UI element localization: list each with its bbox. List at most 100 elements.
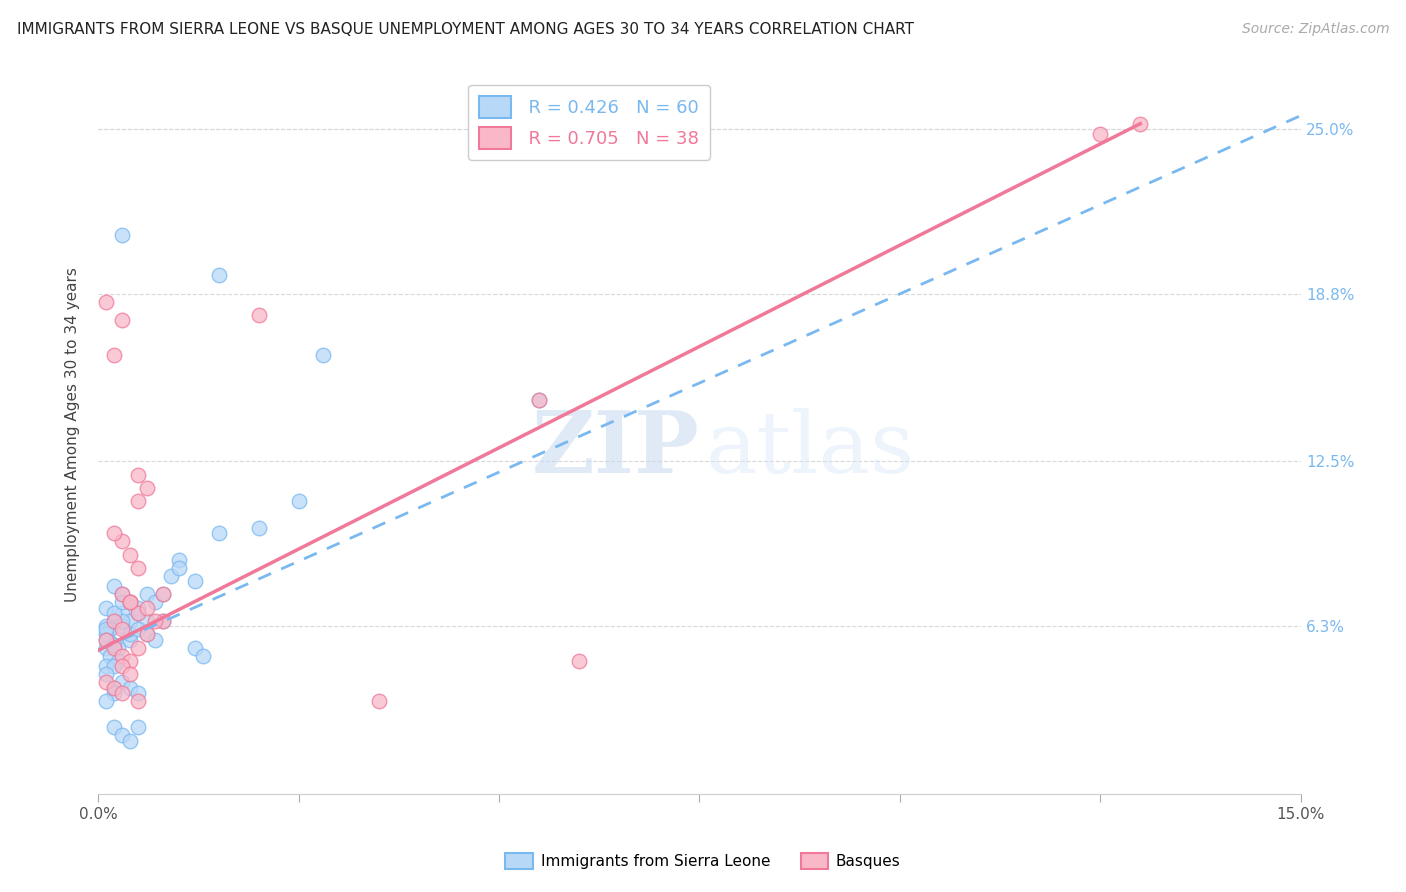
Point [135, 627, 157, 641]
Point [111, 728, 134, 742]
Point [100, 635, 122, 649]
Point [103, 640, 125, 655]
Point [120, 548, 142, 562]
Point [103, 614, 125, 628]
Point [529, 393, 551, 408]
Point [111, 622, 134, 636]
Point [120, 733, 142, 747]
Point [103, 681, 125, 695]
Point [152, 587, 174, 601]
Point [152, 614, 174, 628]
Point [96, 667, 118, 681]
Point [111, 614, 134, 628]
Point [128, 640, 150, 655]
Point [128, 694, 150, 708]
Point [103, 614, 125, 628]
Point [103, 720, 125, 734]
Point [568, 654, 591, 668]
Point [135, 481, 157, 495]
Point [208, 526, 231, 541]
Legend: Immigrants from Sierra Leone, Basques: Immigrants from Sierra Leone, Basques [499, 847, 907, 875]
Legend:   R = 0.426   N = 60,   R = 0.705   N = 38: R = 0.426 N = 60, R = 0.705 N = 38 [468, 85, 710, 160]
Point [96, 632, 118, 647]
Text: atlas: atlas [706, 408, 915, 491]
Point [96, 627, 118, 641]
Point [128, 467, 150, 482]
Point [208, 268, 231, 283]
Point [111, 606, 134, 620]
Point [111, 648, 134, 663]
Point [103, 659, 125, 673]
Point [111, 659, 134, 673]
Y-axis label: Unemployment Among Ages 30 to 34 years: Unemployment Among Ages 30 to 34 years [65, 268, 80, 602]
Point [159, 569, 181, 583]
Point [368, 694, 391, 708]
Point [111, 686, 134, 700]
Point [128, 561, 150, 575]
Point [128, 494, 150, 508]
Point [529, 393, 551, 408]
Text: Source: ZipAtlas.com: Source: ZipAtlas.com [1241, 22, 1389, 37]
Point [135, 614, 157, 628]
Point [120, 681, 142, 695]
Point [135, 600, 157, 615]
Point [135, 627, 157, 641]
Point [143, 614, 166, 628]
Point [111, 534, 134, 549]
Point [120, 632, 142, 647]
Point [111, 313, 134, 327]
Point [103, 686, 125, 700]
Point [191, 648, 214, 663]
Point [96, 600, 118, 615]
Point [96, 619, 118, 633]
Text: ZIP: ZIP [531, 408, 700, 491]
Point [312, 348, 335, 362]
Point [96, 694, 118, 708]
Point [120, 595, 142, 609]
Point [96, 675, 118, 690]
Point [111, 675, 134, 690]
Point [111, 595, 134, 609]
Point [128, 606, 150, 620]
Point [120, 627, 142, 641]
Point [143, 595, 166, 609]
Point [100, 648, 122, 663]
Point [103, 638, 125, 652]
Point [107, 654, 129, 668]
Point [167, 561, 190, 575]
Point [120, 654, 142, 668]
Point [96, 640, 118, 655]
Point [128, 720, 150, 734]
Point [1088, 128, 1111, 142]
Point [100, 622, 122, 636]
Point [183, 640, 205, 655]
Point [1129, 117, 1152, 131]
Point [120, 614, 142, 628]
Point [143, 632, 166, 647]
Point [152, 614, 174, 628]
Point [120, 595, 142, 609]
Point [167, 553, 190, 567]
Point [120, 667, 142, 681]
Point [288, 494, 311, 508]
Point [107, 640, 129, 655]
Point [128, 622, 150, 636]
Point [103, 348, 125, 362]
Point [111, 587, 134, 601]
Point [111, 228, 134, 243]
Point [128, 600, 150, 615]
Point [128, 606, 150, 620]
Point [183, 574, 205, 588]
Point [96, 294, 118, 309]
Point [103, 681, 125, 695]
Point [128, 686, 150, 700]
Point [111, 619, 134, 633]
Point [247, 308, 270, 322]
Point [103, 526, 125, 541]
Point [120, 595, 142, 609]
Point [247, 521, 270, 535]
Point [96, 659, 118, 673]
Point [135, 587, 157, 601]
Point [152, 587, 174, 601]
Point [111, 587, 134, 601]
